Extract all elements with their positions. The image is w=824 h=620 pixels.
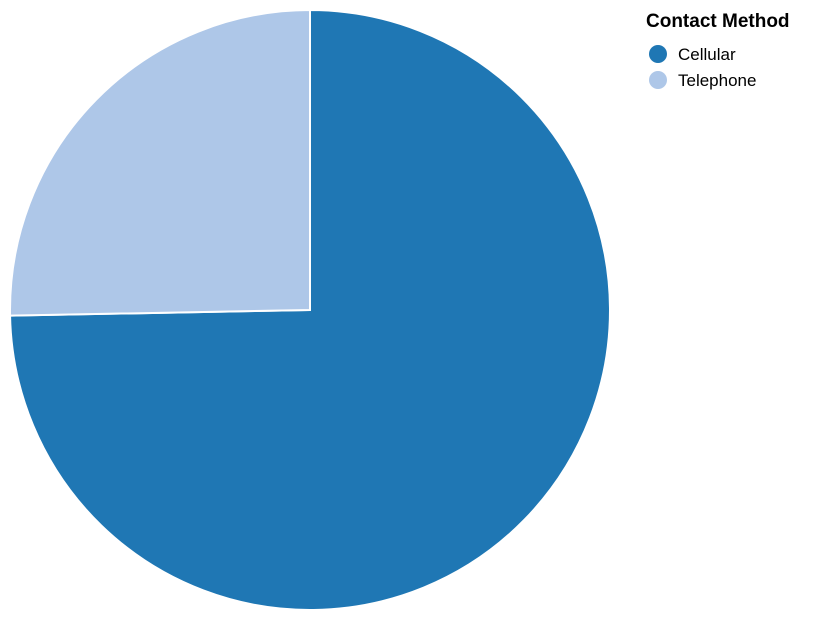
- legend-label-cellular: Cellular: [678, 45, 736, 64]
- legend-item-cellular: Cellular: [649, 45, 736, 64]
- pie-slices: [9, 8, 611, 611]
- legend-swatch-cellular: [649, 45, 667, 63]
- legend: Contact Method Cellular Telephone: [646, 11, 790, 90]
- legend-label-telephone: Telephone: [678, 71, 756, 90]
- legend-swatch-telephone: [649, 71, 667, 89]
- legend-title: Contact Method: [646, 11, 790, 32]
- legend-item-telephone: Telephone: [649, 71, 756, 90]
- pie-slice-telephone: [9, 8, 311, 317]
